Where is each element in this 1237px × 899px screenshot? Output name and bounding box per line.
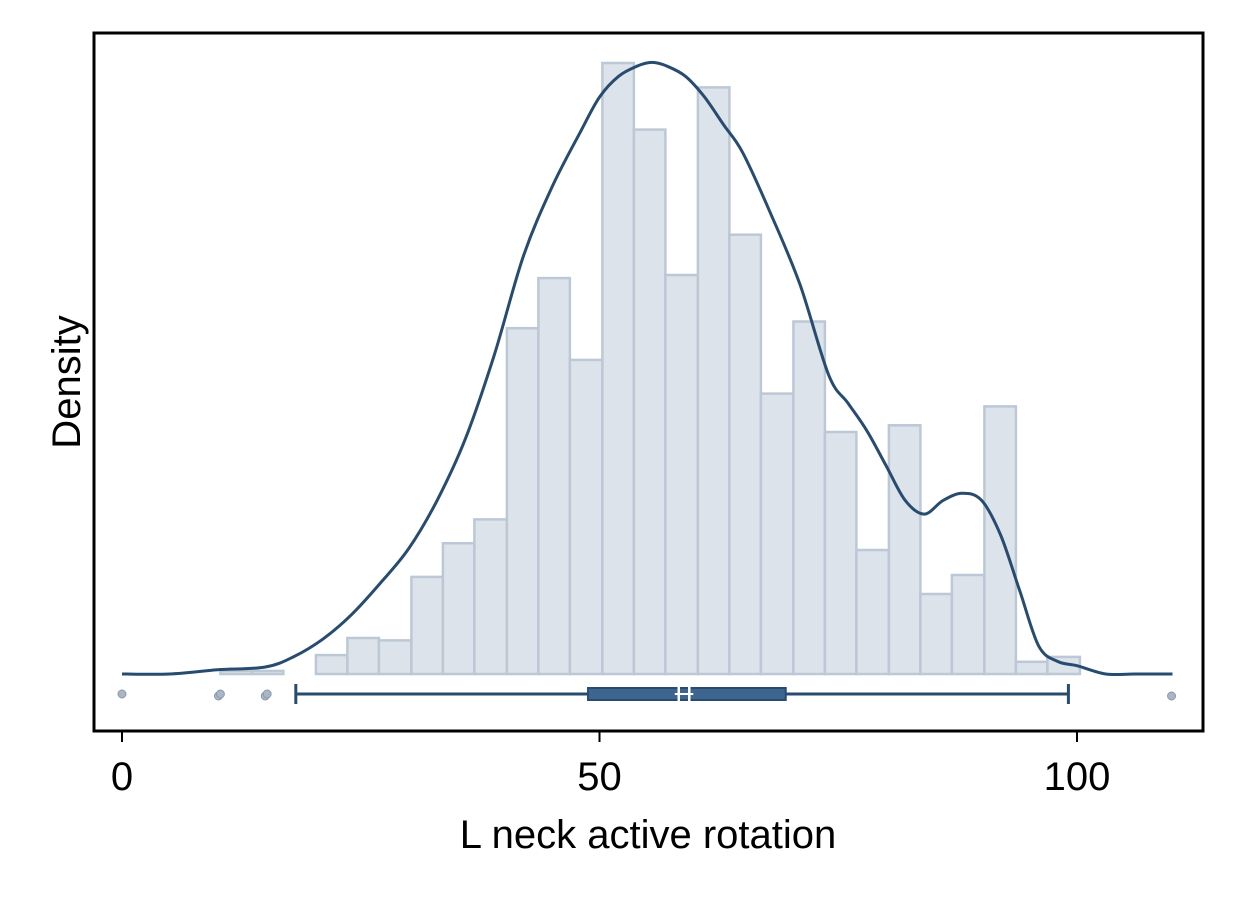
x-axis-title: L neck active rotation [460, 813, 837, 857]
histogram-bar [887, 424, 922, 676]
histogram-bar [473, 518, 509, 676]
histogram-bars [219, 61, 1082, 676]
histogram-bar [728, 233, 763, 676]
y-axis-title: Density [45, 315, 89, 448]
histogram-bar [664, 273, 700, 676]
boxplot-outlier [1167, 691, 1177, 701]
histogram-bar [632, 128, 667, 676]
histogram-bar [792, 320, 827, 676]
x-tick-label: 0 [111, 755, 133, 799]
histogram-bar [441, 541, 476, 676]
histogram-bar [919, 592, 954, 676]
histogram-bar [505, 326, 540, 676]
density-curve-layer [121, 60, 1173, 677]
boxplot-outlier [215, 689, 225, 699]
boxplot-outlier [117, 689, 127, 699]
x-tick-label: 100 [1044, 755, 1111, 799]
histogram-bar [314, 653, 349, 676]
histogram-bar [410, 575, 445, 676]
histogram-bar [1014, 660, 1049, 676]
boxplot-layer [117, 684, 1177, 704]
x-tick-label: 50 [577, 755, 622, 799]
histogram-bar [250, 669, 285, 676]
plot-frame [92, 31, 1205, 733]
histogram-bar [759, 392, 795, 676]
histogram-bar [855, 548, 891, 676]
density-curve [121, 60, 1173, 677]
histogram-bar [377, 639, 413, 676]
histogram-bar [346, 636, 381, 676]
histogram-bar [950, 573, 986, 676]
histogram-bar [983, 405, 1018, 676]
x-axis: 0 50 100 [111, 731, 1111, 799]
boxplot-outlier [262, 689, 272, 699]
histogram-bar [537, 276, 572, 676]
histogram-bar [601, 61, 636, 676]
histogram-bar [219, 669, 254, 676]
histogram-bar [823, 430, 858, 676]
histogram-bar [568, 358, 604, 676]
histogram-bar [696, 86, 731, 676]
